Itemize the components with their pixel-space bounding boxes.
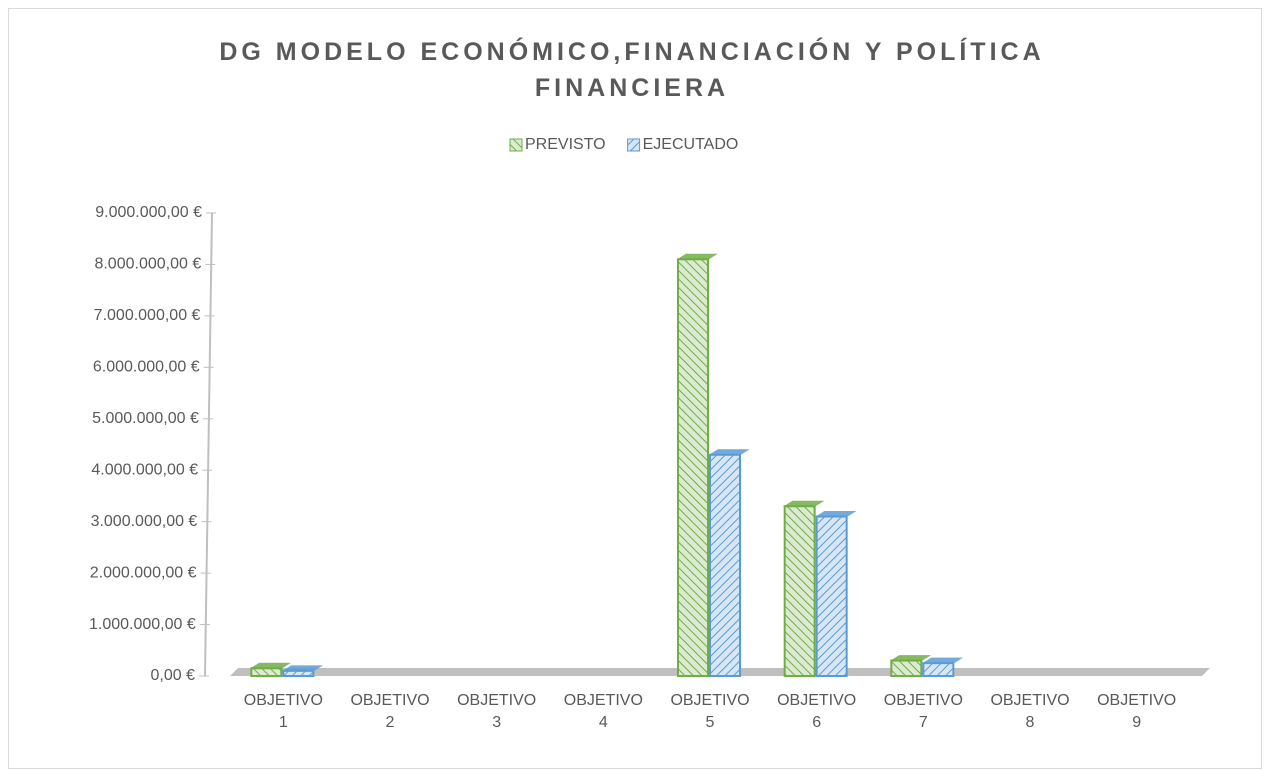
legend-label: EJECUTADO bbox=[643, 136, 739, 153]
x-tick-label: OBJETIVO 1 bbox=[243, 692, 323, 731]
y-tick-label: 5.000.000,00 € bbox=[92, 410, 199, 427]
x-tick-label: OBJETIVO 3 bbox=[457, 692, 537, 731]
bar bbox=[281, 665, 324, 677]
x-tick-label: OBJETIVO 6 bbox=[777, 692, 857, 731]
y-tick-label: 6.000.000,00 € bbox=[93, 359, 200, 376]
y-tick-label: 9.000.000,00 € bbox=[95, 204, 202, 221]
y-axis bbox=[204, 212, 213, 677]
y-tick-label: 0,00 € bbox=[151, 667, 196, 684]
legend-swatch bbox=[627, 138, 641, 152]
x-tick-label: OBJETIVO 4 bbox=[563, 692, 643, 731]
bar bbox=[889, 655, 932, 677]
x-tick-label: OBJETIVO 9 bbox=[1097, 692, 1177, 731]
y-tick-label: 1.000.000,00 € bbox=[89, 616, 196, 633]
x-tick-label: OBJETIVO 8 bbox=[990, 692, 1070, 731]
legend-swatch bbox=[509, 138, 523, 152]
x-tick-label: OBJETIVO 7 bbox=[883, 692, 963, 731]
y-tick-label: 7.000.000,00 € bbox=[94, 307, 201, 324]
y-tick-label: 3.000.000,00 € bbox=[91, 513, 198, 530]
legend-label: PREVISTO bbox=[525, 136, 606, 153]
y-tick-label: 8.000.000,00 € bbox=[94, 256, 201, 273]
x-tick-label: OBJETIVO 5 bbox=[670, 692, 750, 731]
x-tick-label: OBJETIVO 2 bbox=[350, 692, 430, 731]
y-tick-label: 2.000.000,00 € bbox=[90, 564, 197, 581]
y-tick-label: 4.000.000,00 € bbox=[91, 461, 198, 478]
bar bbox=[708, 449, 750, 677]
bar bbox=[814, 511, 857, 677]
chart-frame bbox=[8, 8, 1262, 769]
bar bbox=[782, 500, 825, 677]
bar bbox=[921, 657, 964, 678]
bar bbox=[676, 253, 718, 677]
chart-title: DG MODELO ECONÓMICO,FINANCIACIÓN Y POLÍT… bbox=[219, 38, 1045, 102]
bar bbox=[249, 662, 292, 677]
